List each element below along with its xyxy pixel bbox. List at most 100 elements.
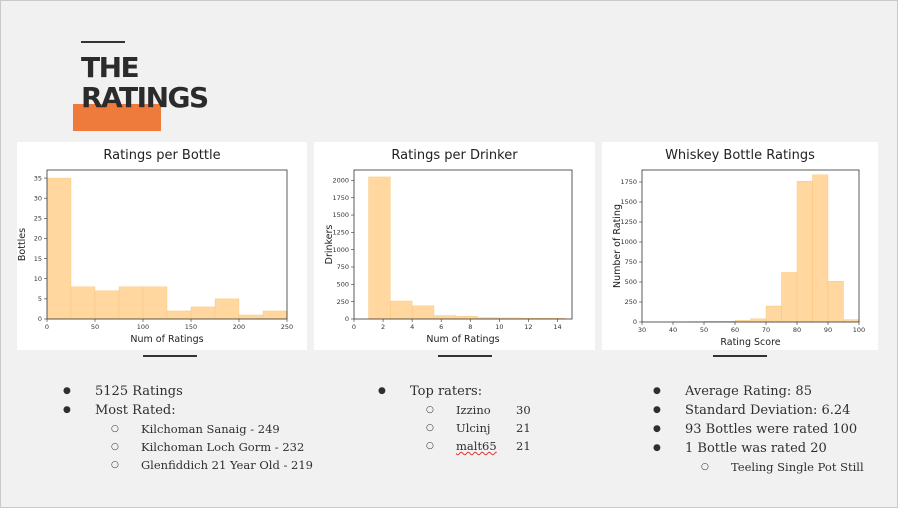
slide-title: THE RATINGS	[81, 51, 209, 114]
y-tick-label: 15	[34, 255, 42, 263]
y-tick-label: 1000	[620, 238, 637, 246]
title-line-2: RATINGS	[81, 81, 209, 114]
y-axis-label: Number of Rating	[612, 204, 623, 288]
stats-list-right: Average Rating: 85 Standard Deviation: 6…	[653, 382, 893, 476]
x-tick-label: 40	[669, 326, 677, 334]
histogram-bar	[118, 286, 144, 320]
chart-ratings-per-bottle: Ratings per Bottle 0 50 100 150 200 250 0 5 10 15 2…	[17, 142, 307, 350]
title-highlight	[73, 104, 161, 131]
rater-name: malt65	[456, 437, 516, 455]
histogram-bar	[214, 298, 240, 320]
y-tick-label: 1750	[620, 178, 637, 186]
histogram-bar	[190, 306, 216, 320]
x-tick-label: 80	[793, 326, 801, 334]
chart-svg: Ratings per Bottle 0 50 100 150 200 250 0 5 10 15 2…	[17, 148, 293, 345]
histogram-bar	[796, 181, 813, 323]
y-tick-label: 500	[337, 281, 349, 289]
histogram-bar	[390, 300, 413, 320]
y-tick-label: 750	[625, 258, 637, 266]
list-item: 5125 Ratings	[63, 382, 343, 401]
x-tick-label: 250	[281, 323, 293, 331]
title-line-1: THE	[81, 51, 140, 84]
list-item: Kilchoman Sanaig - 249	[63, 420, 343, 438]
y-tick-label: 1500	[332, 211, 349, 219]
x-tick-label: 4	[410, 323, 414, 331]
x-tick-label: 8	[468, 323, 472, 331]
y-tick-label: 1500	[620, 198, 637, 206]
x-tick-label: 100	[853, 326, 865, 334]
x-tick-label: 50	[91, 323, 99, 331]
rater-count: 30	[516, 403, 531, 417]
y-tick-label: 5	[38, 295, 42, 303]
x-tick-label: 50	[700, 326, 708, 334]
rater-count: 21	[516, 421, 531, 435]
rater-name: Ulcinj	[456, 421, 491, 435]
list-item: Glenfiddich 21 Year Old - 219	[63, 456, 343, 474]
y-tick-label: 1000	[332, 246, 349, 254]
plot-frame	[46, 169, 288, 320]
y-tick-label: 750	[337, 263, 349, 271]
histogram-bar	[70, 286, 96, 320]
list-item: Most Rated:	[63, 401, 343, 420]
rater-item: Izzino 30	[378, 401, 598, 419]
x-tick-label: 2	[381, 323, 385, 331]
x-tick-label: 60	[731, 326, 739, 334]
chart-underline	[143, 355, 197, 357]
x-axis-label: Rating Score	[720, 337, 780, 348]
x-tick-label: 200	[233, 323, 245, 331]
chart-underline	[713, 355, 767, 357]
chart-title: Ratings per Drinker	[391, 148, 518, 163]
x-tick-label: 0	[45, 323, 49, 331]
histogram-bar	[262, 310, 288, 320]
chart-ratings-per-drinker: Ratings per Drinker 0 2 4 6 8 10 12 14 0 250 500 750…	[314, 142, 595, 350]
y-tick-label: 10	[34, 275, 42, 283]
y-tick-label: 1750	[332, 194, 349, 202]
stats-list-left: 5125 Ratings Most Rated: Kilchoman Sanai…	[63, 382, 343, 474]
y-tick-label: 250	[337, 298, 349, 306]
rater-count: 21	[516, 439, 531, 453]
y-tick-label: 0	[633, 318, 637, 326]
title-rule	[81, 41, 125, 43]
y-tick-label: 30	[34, 194, 42, 202]
y-tick-label: 20	[34, 235, 42, 243]
x-axis-label: Num of Ratings	[130, 334, 203, 345]
y-axis-label: Drinkers	[324, 225, 335, 265]
rater-item: malt65 21	[378, 437, 598, 455]
chart-title: Ratings per Bottle	[103, 148, 220, 163]
y-tick-label: 35	[34, 174, 42, 182]
y-tick-label: 25	[34, 215, 42, 223]
list-item: Kilchoman Loch Gorm - 232	[63, 438, 343, 456]
rater-name: Izzino	[456, 403, 491, 417]
y-tick-label: 2000	[332, 177, 349, 185]
chart-underline	[438, 355, 492, 357]
list-item: Standard Deviation: 6.24	[653, 401, 893, 420]
histogram-bar	[781, 272, 798, 323]
x-tick-label: 150	[185, 323, 197, 331]
plot-frame	[353, 169, 573, 320]
y-tick-label: 0	[345, 315, 349, 323]
x-tick-label: 100	[137, 323, 149, 331]
stats-list-middle: Top raters: Izzino 30 Ulcinj 21 malt65 21	[378, 382, 598, 455]
x-tick-label: 90	[824, 326, 832, 334]
list-item: 1 Bottle was rated 20	[653, 439, 893, 458]
list-item: Teeling Single Pot Still	[653, 458, 893, 476]
rater-item: Ulcinj 21	[378, 419, 598, 437]
list-item: Average Rating: 85	[653, 382, 893, 401]
histogram-bar	[433, 315, 456, 320]
x-tick-label: 6	[439, 323, 443, 331]
histogram-bar	[238, 314, 264, 320]
x-tick-label: 12	[524, 323, 532, 331]
chart-svg: Ratings per Drinker 0 2 4 6 8 10 12 14 0 250 500 750…	[324, 148, 573, 345]
histogram-bar	[46, 177, 72, 320]
chart-whiskey-bottle-ratings: Whiskey Bottle Ratings 30 40 50 60 70 80 90 100 0…	[602, 142, 878, 350]
chart-title: Whiskey Bottle Ratings	[665, 148, 815, 163]
y-tick-label: 0	[38, 315, 42, 323]
y-tick-label: 250	[625, 298, 637, 306]
histogram-bar	[827, 280, 844, 323]
list-item: Top raters:	[378, 382, 598, 401]
histogram-bar	[166, 310, 192, 320]
histogram-bar	[765, 305, 782, 323]
histogram-bar	[812, 174, 829, 323]
